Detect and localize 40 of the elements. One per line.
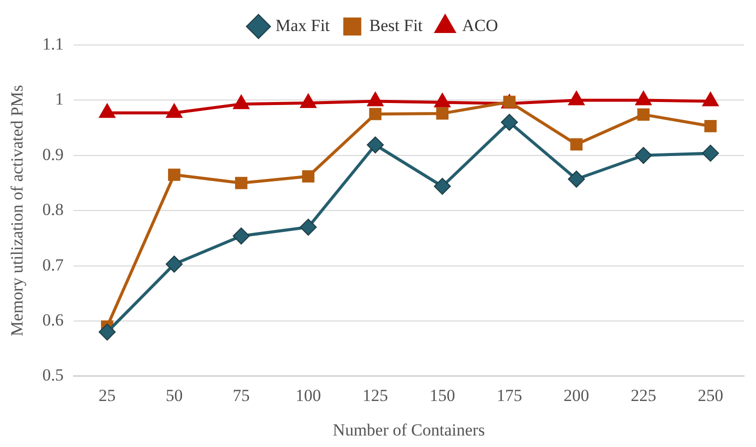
y-axis-title: Memory utilization of activated PMs (8, 85, 27, 336)
legend-label: Best Fit (369, 16, 423, 35)
point (634, 146, 652, 164)
point (570, 138, 583, 151)
y-tick-label: 1.1 (42, 34, 64, 54)
point (302, 170, 314, 183)
x-tick-label: 125 (362, 386, 388, 405)
point (704, 120, 717, 132)
y-tick-label: 0.9 (42, 144, 64, 164)
y-tick-label: 0.8 (42, 200, 64, 220)
point (98, 324, 116, 341)
point (369, 108, 382, 120)
x-tick-label: 225 (630, 386, 656, 405)
point (568, 170, 585, 188)
point (436, 107, 448, 120)
y-tick-label: 0.6 (42, 310, 64, 330)
y-tick-label: 0.7 (42, 255, 64, 274)
legend-label: Max Fit (275, 16, 330, 35)
point (232, 227, 250, 244)
point (366, 136, 384, 154)
point (168, 168, 180, 181)
x-tick-label: 100 (296, 386, 322, 405)
point (500, 114, 518, 131)
point (434, 178, 451, 195)
point (637, 108, 650, 121)
y-tick-label: 1 (55, 90, 64, 109)
legend-label: ACO (462, 16, 498, 35)
point (702, 144, 719, 162)
point (300, 218, 317, 236)
x-tick-label: 25 (98, 386, 116, 405)
x-tick-label: 175 (496, 386, 522, 405)
x-tick-label: 150 (430, 386, 456, 405)
x-axis-title: Number of Containers (332, 420, 485, 440)
x-tick-label: 200 (564, 386, 590, 405)
point (166, 256, 183, 273)
x-tick-label: 250 (698, 386, 724, 405)
y-tick-label: 0.5 (42, 366, 64, 385)
point (235, 176, 248, 190)
x-tick-label: 75 (232, 386, 250, 405)
x-tick-label: 50 (166, 386, 183, 405)
